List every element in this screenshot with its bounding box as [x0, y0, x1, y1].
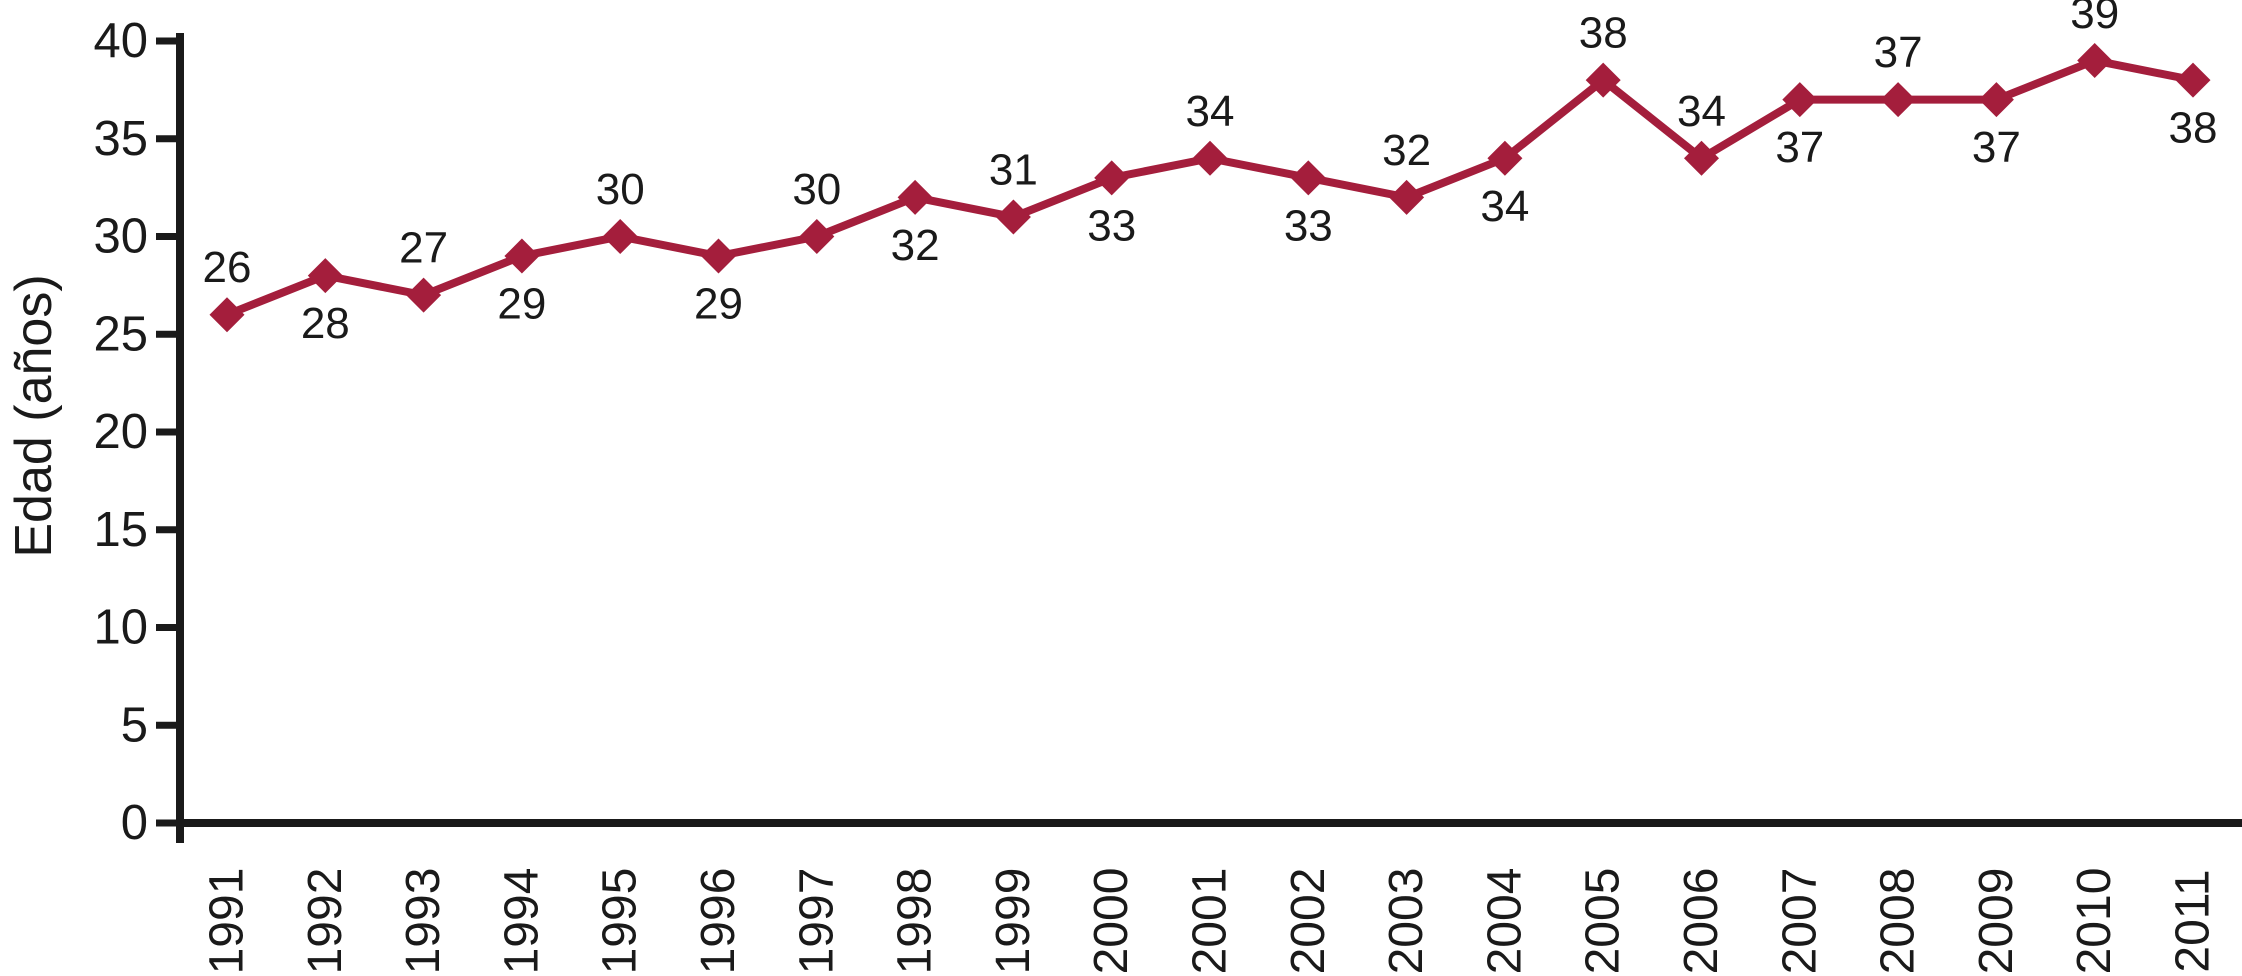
marker-diamond: [1585, 62, 1621, 98]
x-tick-label: 1993: [397, 868, 450, 975]
marker-diamond: [2175, 62, 2211, 98]
data-label: 29: [694, 280, 743, 329]
y-tick: [156, 819, 180, 827]
x-axis: 1991 1992 1993 1994 1995 1996 1997 1998 1999 2000…: [176, 819, 2242, 974]
marker-diamond: [897, 179, 933, 215]
y-axis-line: [176, 33, 184, 843]
y-tick-label: 10: [93, 601, 148, 655]
x-tick-label: 1994: [495, 868, 548, 975]
x-tick-label: 1998: [889, 868, 942, 975]
y-axis-title: Edad (años): [5, 274, 63, 557]
marker-diamond: [995, 199, 1031, 235]
y-axis: 0 5 10 15 20 25 30 35 40 Edad (años): [5, 14, 184, 850]
data-labels-group: 26 28 27 29 30 29 30 32 31 33 34 33 32 34 38 34 37 37 37 39…: [203, 0, 2218, 348]
data-label: 31: [989, 145, 1038, 194]
x-tick-label: 2001: [1184, 868, 1237, 975]
y-tick: [156, 135, 180, 143]
y-tick: [156, 428, 180, 436]
x-tick-label: 2000: [1085, 868, 1138, 975]
data-label: 30: [596, 165, 645, 214]
marker-diamond: [1389, 179, 1425, 215]
data-label: 28: [301, 299, 350, 348]
data-label: 27: [399, 224, 448, 273]
marker-diamond: [1290, 160, 1326, 196]
x-tick-label: 2008: [1872, 868, 1925, 975]
y-tick-label: 40: [93, 14, 148, 68]
x-tick-label: 1999: [987, 868, 1040, 975]
marker-diamond: [2077, 43, 2113, 79]
data-label: 38: [2169, 104, 2218, 153]
y-tick-label: 30: [93, 210, 148, 264]
marker-diamond: [1487, 140, 1523, 176]
data-label: 32: [891, 221, 940, 270]
y-tick: [156, 330, 180, 338]
x-tick-label: 2004: [1478, 868, 1531, 975]
x-tick-label: 1992: [299, 868, 352, 975]
y-tick: [156, 526, 180, 534]
y-tick-label: 25: [93, 307, 148, 361]
x-axis-labels: 1991 1992 1993 1994 1995 1996 1997 1998 1999 2000…: [201, 868, 2220, 975]
x-tick-label: 2011: [2167, 869, 2220, 972]
data-label: 39: [2070, 0, 2119, 38]
marker-diamond: [701, 238, 736, 274]
data-label: 37: [1775, 123, 1824, 172]
marker-diamond: [307, 258, 343, 294]
x-tick-label: 1996: [692, 868, 745, 975]
y-tick-label: 20: [93, 405, 148, 459]
y-tick-label: 15: [93, 503, 148, 557]
data-label: 38: [1579, 9, 1628, 58]
y-tick-label: 0: [121, 796, 148, 850]
x-tick-label: 2007: [1773, 868, 1826, 975]
data-label: 30: [792, 165, 841, 214]
marker-diamond: [406, 277, 442, 313]
data-label: 32: [1382, 126, 1431, 175]
y-tick: [156, 721, 180, 729]
y-axis-labels: 0 5 10 15 20 25 30 35 40: [93, 14, 148, 850]
marker-diamond: [1094, 160, 1130, 196]
y-tick-label: 5: [121, 698, 148, 752]
data-label: 34: [1186, 87, 1235, 136]
x-tick-label: 2005: [1577, 868, 1630, 975]
x-tick-label: 2002: [1282, 868, 1335, 975]
x-tick-label: 1995: [594, 868, 647, 975]
marker-diamond: [1782, 82, 1818, 118]
y-tick-label: 35: [93, 112, 148, 166]
x-tick-label: 2009: [1970, 868, 2023, 975]
y-tick: [156, 624, 180, 631]
y-tick: [156, 37, 180, 45]
x-axis-line: [176, 819, 2242, 827]
x-tick-label: 1991: [201, 868, 254, 975]
marker-diamond: [1684, 140, 1719, 176]
marker-diamond: [799, 219, 835, 254]
data-label: 33: [1284, 201, 1333, 250]
x-tick-label: 2010: [2068, 868, 2121, 975]
marker-diamond: [209, 297, 245, 333]
data-label: 26: [203, 243, 252, 292]
x-tick-label: 2003: [1380, 868, 1433, 975]
marker-diamond: [1880, 82, 1916, 118]
data-label: 33: [1087, 201, 1136, 250]
data-label: 37: [1874, 28, 1923, 77]
marker-diamond: [602, 219, 638, 254]
marker-diamond: [1978, 82, 2014, 118]
x-tick-label: 2006: [1675, 868, 1728, 975]
data-label: 37: [1972, 123, 2021, 172]
marker-diamond: [504, 238, 540, 274]
y-tick: [156, 233, 180, 240]
marker-diamond: [1192, 140, 1228, 176]
data-label: 34: [1480, 182, 1529, 231]
data-label: 34: [1677, 87, 1726, 136]
x-tick-label: 1997: [790, 868, 843, 975]
line-series-group: [209, 43, 2211, 333]
y-axis-ticks: [156, 37, 180, 827]
data-label: 29: [497, 280, 546, 329]
